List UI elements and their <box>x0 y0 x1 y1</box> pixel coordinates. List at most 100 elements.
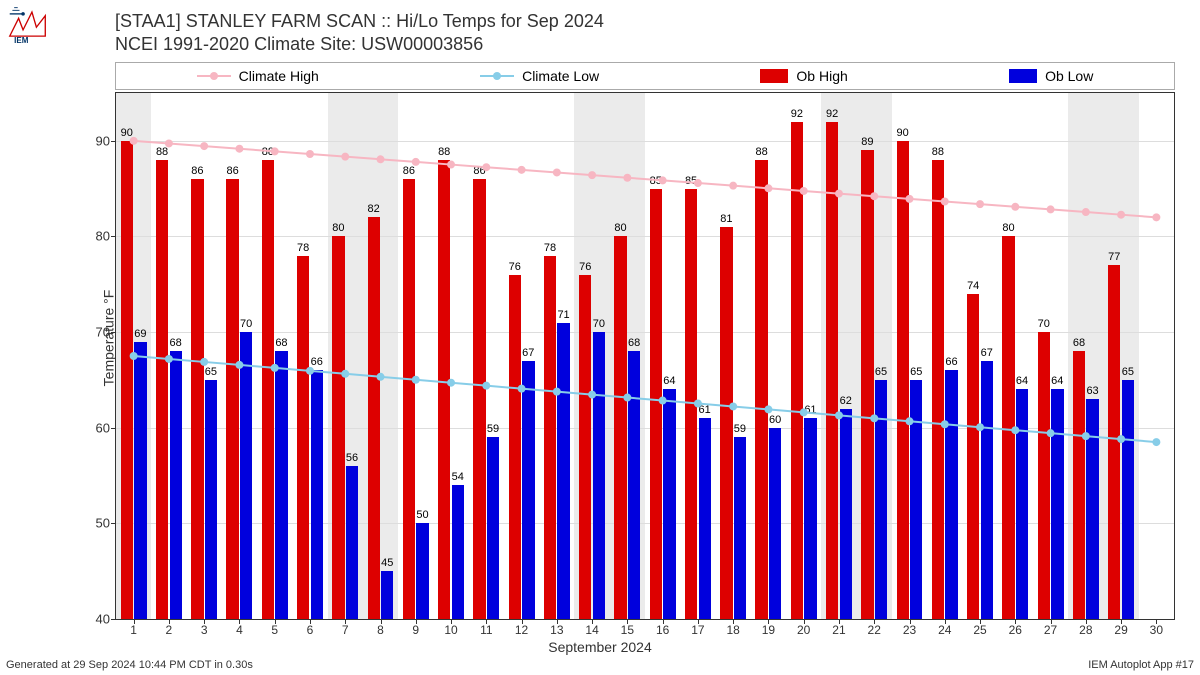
bar-label-ob-high: 88 <box>262 146 274 158</box>
bar-ob-low <box>1086 399 1098 619</box>
ytick-label: 50 <box>96 516 110 531</box>
bar-ob-high <box>932 160 944 619</box>
legend-ob-low-swatch <box>1009 69 1037 83</box>
x-axis-label: September 2024 <box>548 639 652 655</box>
bar-ob-high <box>614 236 626 619</box>
bar-ob-high <box>544 256 556 619</box>
bar-ob-low <box>734 437 746 619</box>
bar-ob-high <box>579 275 591 619</box>
legend-climate-low-label: Climate Low <box>522 68 599 84</box>
bar-label-ob-low: 63 <box>1086 385 1098 397</box>
xtick-label: 3 <box>201 623 208 637</box>
xtick-label: 2 <box>166 623 173 637</box>
bar-label-ob-high: 80 <box>614 222 626 234</box>
bar-ob-low <box>240 332 252 619</box>
bar-label-ob-low: 65 <box>910 366 922 378</box>
footer-generated: Generated at 29 Sep 2024 10:44 PM CDT in… <box>6 659 253 671</box>
ytick-label: 40 <box>96 612 110 627</box>
bar-ob-low <box>840 409 852 619</box>
bar-label-ob-low: 67 <box>981 347 993 359</box>
bar-label-ob-low: 65 <box>205 366 217 378</box>
bar-label-ob-high: 86 <box>403 165 415 177</box>
bar-label-ob-low: 54 <box>452 471 464 483</box>
bar-ob-low <box>311 370 323 619</box>
bar-ob-high <box>826 122 838 619</box>
bar-ob-high <box>297 256 309 619</box>
bar-ob-low <box>1122 380 1134 619</box>
bar-ob-high <box>191 179 203 619</box>
xtick-label: 28 <box>1079 623 1092 637</box>
bar-label-ob-high: 92 <box>826 108 838 120</box>
bar-ob-low <box>593 332 605 619</box>
bar-label-ob-low: 66 <box>311 356 323 368</box>
bar-ob-high <box>438 160 450 619</box>
bar-ob-high <box>897 141 909 619</box>
bar-label-ob-low: 56 <box>346 452 358 464</box>
bar-ob-low <box>945 370 957 619</box>
gridline <box>116 141 1174 142</box>
bar-ob-low <box>134 342 146 619</box>
bar-ob-low <box>522 361 534 619</box>
bar-label-ob-high: 78 <box>297 242 309 254</box>
bar-label-ob-high: 76 <box>509 261 521 273</box>
xtick-label: 18 <box>726 623 739 637</box>
xtick-label: 22 <box>868 623 881 637</box>
bar-label-ob-high: 90 <box>121 127 133 139</box>
bar-ob-low <box>663 389 675 619</box>
bar-ob-low <box>1016 389 1028 619</box>
xtick-label: 21 <box>832 623 845 637</box>
xtick-label: 24 <box>938 623 951 637</box>
xtick-label: 25 <box>973 623 986 637</box>
xtick-label: 8 <box>377 623 384 637</box>
bar-ob-low <box>804 418 816 619</box>
legend: Climate High Climate Low Ob High Ob Low <box>115 62 1175 90</box>
bar-ob-low <box>170 351 182 619</box>
bar-ob-low <box>910 380 922 619</box>
xtick-label: 9 <box>412 623 419 637</box>
bar-ob-high <box>967 294 979 619</box>
xtick-label: 6 <box>307 623 314 637</box>
xtick-label: 1 <box>130 623 137 637</box>
bar-ob-high <box>121 141 133 619</box>
bar-label-ob-high: 85 <box>650 175 662 187</box>
ytick-label: 60 <box>96 420 110 435</box>
legend-ob-low-label: Ob Low <box>1045 68 1093 84</box>
bar-label-ob-high: 90 <box>897 127 909 139</box>
legend-climate-low: Climate Low <box>480 68 599 84</box>
ytick-mark <box>111 141 116 142</box>
bar-ob-high <box>368 217 380 619</box>
xtick-label: 30 <box>1150 623 1163 637</box>
bar-ob-high <box>650 189 662 619</box>
bar-ob-low <box>346 466 358 619</box>
xtick-label: 27 <box>1044 623 1057 637</box>
xtick-label: 29 <box>1114 623 1127 637</box>
bar-ob-low <box>875 380 887 619</box>
gridline <box>116 236 1174 237</box>
bar-label-ob-low: 66 <box>945 356 957 368</box>
bar-label-ob-low: 59 <box>734 423 746 435</box>
bar-ob-low <box>699 418 711 619</box>
bar-ob-high <box>226 179 238 619</box>
ytick-label: 90 <box>96 133 110 148</box>
bar-label-ob-low: 67 <box>522 347 534 359</box>
bar-label-ob-low: 69 <box>134 328 146 340</box>
legend-ob-high: Ob High <box>760 68 847 84</box>
bar-label-ob-low: 71 <box>557 309 569 321</box>
bar-label-ob-high: 89 <box>861 136 873 148</box>
bar-label-ob-low: 68 <box>628 337 640 349</box>
bar-label-ob-low: 70 <box>593 318 605 330</box>
bar-label-ob-high: 68 <box>1073 337 1085 349</box>
bar-label-ob-high: 74 <box>967 280 979 292</box>
bar-label-ob-high: 88 <box>156 146 168 158</box>
legend-climate-low-swatch <box>480 75 514 77</box>
xtick-label: 23 <box>903 623 916 637</box>
legend-climate-high: Climate High <box>197 68 319 84</box>
bar-ob-high <box>720 227 732 619</box>
bar-label-ob-high: 82 <box>368 203 380 215</box>
bar-ob-high <box>156 160 168 619</box>
xtick-label: 26 <box>1009 623 1022 637</box>
ytick-mark <box>111 619 116 620</box>
bar-ob-high <box>791 122 803 619</box>
bar-ob-high <box>473 179 485 619</box>
legend-ob-high-swatch <box>760 69 788 83</box>
